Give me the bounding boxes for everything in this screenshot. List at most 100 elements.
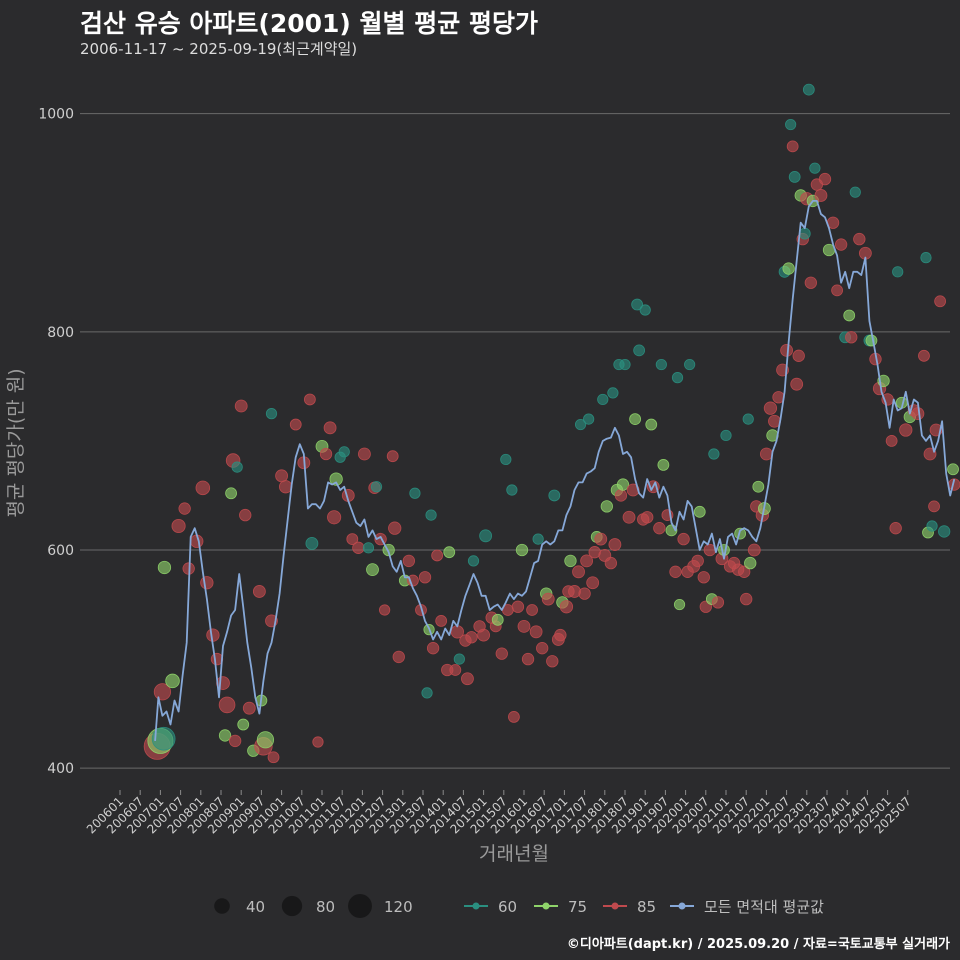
point-s75 [256,731,275,749]
point-s85 [747,543,761,557]
point-s85 [279,480,293,494]
point-s85 [171,518,186,534]
point-s85 [388,521,402,535]
point-s75 [225,487,237,500]
point-s85 [379,604,391,616]
point-s85 [586,576,600,590]
point-s85 [228,734,242,748]
legend-dot-s75 [542,902,550,910]
point-s60 [532,533,544,545]
legend-dot-avg [678,902,686,910]
point-s75 [157,560,172,575]
point-s60 [265,408,278,420]
point-s85 [790,377,804,391]
point-s85 [521,652,535,666]
point-s60 [938,525,951,538]
point-s85 [853,232,866,246]
point-s60 [583,413,595,425]
legend-dot-s60 [472,902,480,910]
point-s85 [495,647,508,660]
point-s85 [392,650,405,664]
point-s85 [511,600,525,613]
point-s75 [329,472,343,486]
legend-size-label: 80 [316,898,335,916]
point-s85 [242,701,256,715]
point-s85 [526,604,538,616]
point-s60 [479,529,493,543]
y-tick-label: 1000 [38,107,74,123]
point-s85 [267,751,280,764]
scatter-points [143,83,960,764]
point-s85 [559,600,574,614]
point-s85 [218,696,236,714]
point-s85 [792,349,805,362]
point-s85 [461,672,474,686]
legend-dot-s85 [611,902,619,910]
point-s75 [616,478,630,491]
x-tick-labels: 2006012006072007012007072008012008072009… [84,790,914,837]
point-s85 [449,664,462,676]
point-s85 [386,450,399,463]
point-s75 [673,598,686,611]
point-s85 [578,587,591,600]
point-s85 [691,554,704,568]
point-s85 [580,554,594,568]
point-s75 [693,505,706,518]
point-s75 [515,543,529,557]
point-s85 [465,631,478,644]
point-s60 [305,537,319,550]
legend-series-label: 85 [637,898,656,916]
point-s60 [425,509,437,521]
legend-series-label: 75 [568,898,587,916]
point-s75 [165,673,180,689]
point-s85 [541,592,555,606]
point-s60 [548,489,561,502]
chart-title: 검산 유승 아파트(2001) 월별 평균 평당가 [80,9,538,38]
point-s85 [572,565,585,579]
point-s60 [338,446,350,458]
point-s60 [708,448,720,460]
point-s75 [564,554,577,568]
point-s75 [947,463,959,476]
point-s60 [409,487,421,499]
point-s85 [303,393,316,406]
point-s85 [889,522,902,535]
point-s85 [418,571,432,584]
point-s85 [200,576,214,590]
point-s85 [760,447,773,461]
point-s75 [366,563,379,577]
point-s85 [918,349,930,362]
point-s85 [594,532,608,546]
point-s75 [443,546,456,559]
average-line-group [154,200,956,741]
point-s85 [677,532,690,546]
point-s85 [275,469,289,483]
legend-size-40 [214,898,230,914]
point-s60 [500,453,512,466]
legend-size-label: 120 [384,898,413,916]
point-s85 [554,628,567,642]
point-s85 [740,592,753,606]
point-s85 [622,510,636,524]
point-s85 [885,435,898,447]
point-s85 [323,421,337,435]
point-s75 [865,334,878,347]
point-s60 [926,520,938,532]
grid-lines [80,113,950,769]
point-s85 [312,736,324,748]
point-s85 [845,331,858,344]
point-s85 [738,565,751,578]
legend-size-80 [281,895,303,917]
point-s85 [669,565,682,578]
point-s60 [655,358,667,371]
point-s60 [370,481,383,493]
y-axis-label: 평균 평당가(만 원) [5,368,27,517]
point-s85 [604,556,618,570]
point-s60 [453,653,465,665]
average-line [154,200,956,741]
point-s60 [798,227,811,240]
point-s85 [529,625,543,639]
point-s60 [809,162,821,174]
point-s85 [352,541,365,554]
point-s75 [237,718,250,731]
